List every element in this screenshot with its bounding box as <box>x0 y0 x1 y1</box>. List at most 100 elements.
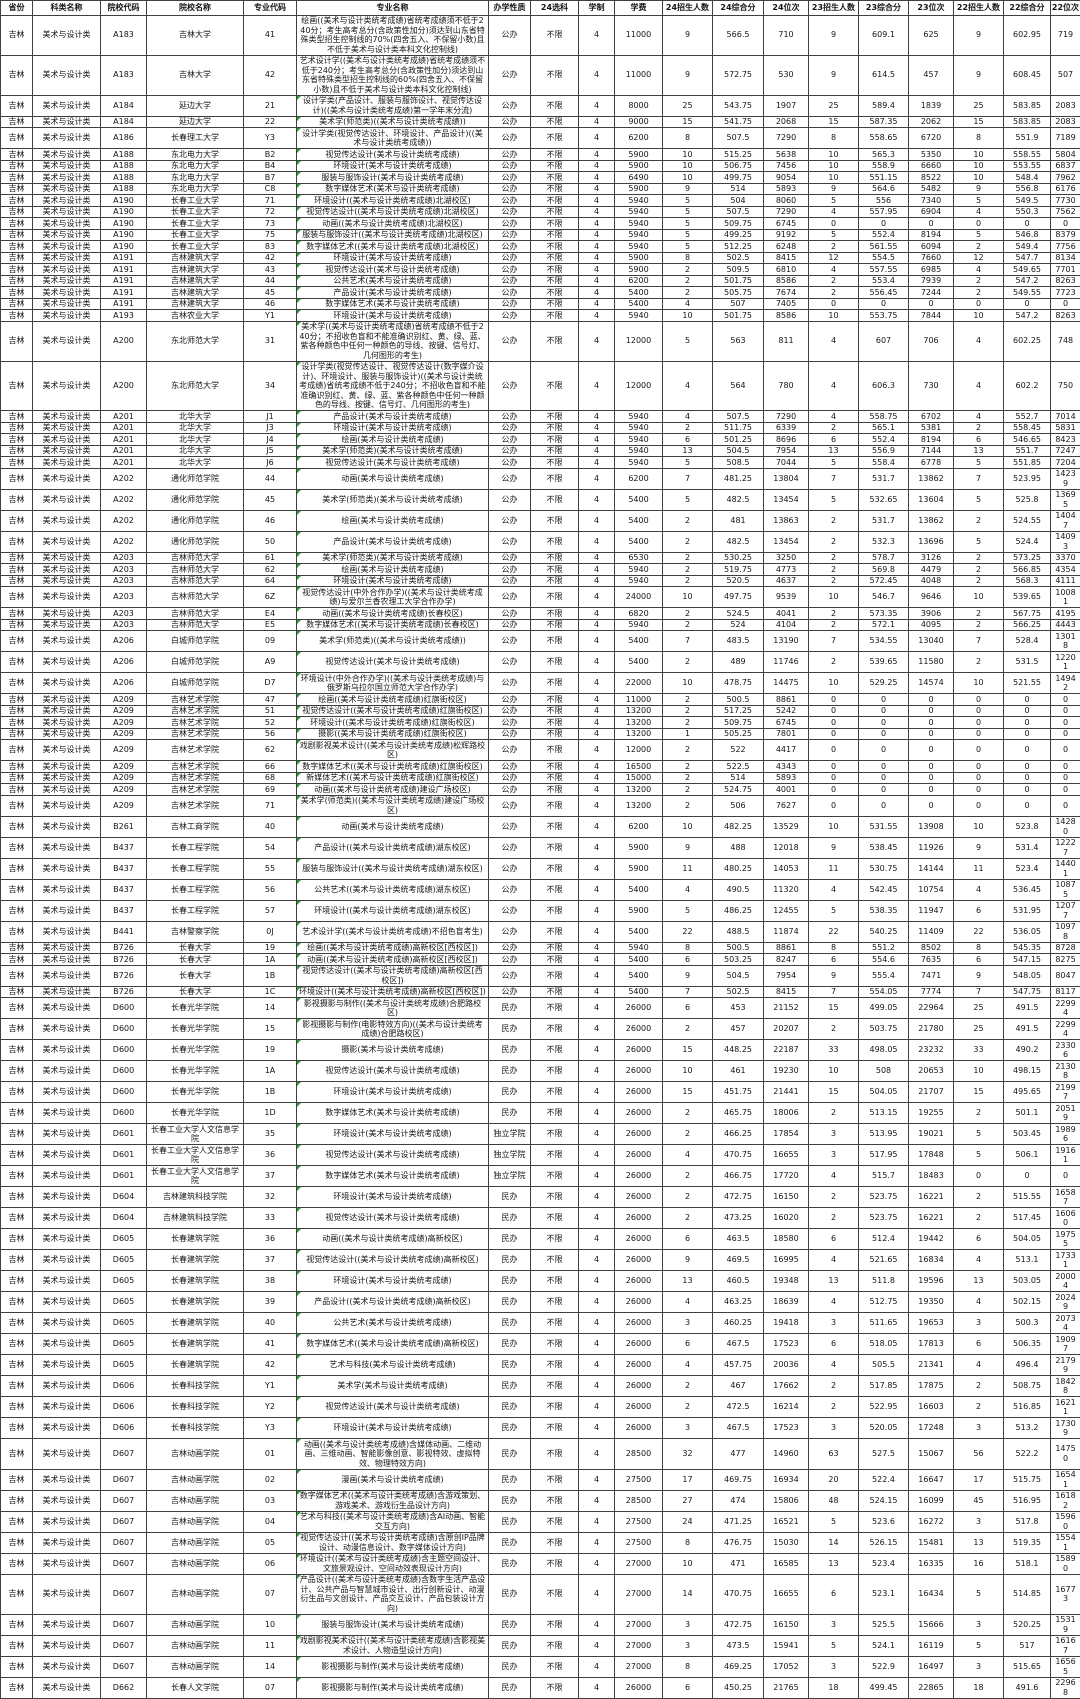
cell-province: 吉林 <box>1 998 33 1019</box>
cell-duration: 4 <box>579 954 615 966</box>
cell-subject-requirement: 不限 <box>531 468 579 489</box>
cell-rank-2024: 13454 <box>764 489 809 510</box>
cell-college-name: 白城师范学院 <box>147 673 244 694</box>
cell-category: 美术与设计类 <box>33 858 101 879</box>
cell-score-2022: 549.5 <box>1004 195 1051 207</box>
cell-major-name: 漫画(美术与设计类统考成绩) <box>297 1469 489 1490</box>
cell-enroll-2023: 2 <box>809 652 859 673</box>
cell-score-2024: 472.5 <box>713 1397 764 1418</box>
cell-college-code: A183 <box>101 55 147 95</box>
cell-rank-2022: 16060 <box>1051 1208 1080 1229</box>
cell-enroll-2023: 2 <box>809 287 859 299</box>
cell-rank-2024: 17523 <box>764 1334 809 1355</box>
cell-enroll-2023: 8 <box>809 942 859 954</box>
cell-duration: 4 <box>579 264 615 276</box>
cell-major-code: J5 <box>244 445 297 457</box>
cell-rank-2023: 0 <box>909 705 954 717</box>
cell-school-type: 公办 <box>489 631 531 652</box>
cell-score-2024: 448.25 <box>713 1040 764 1061</box>
cell-subject-requirement: 不限 <box>531 564 579 576</box>
cell-subject-requirement: 不限 <box>531 795 579 816</box>
cell-score-2022: 515.75 <box>1004 1469 1051 1490</box>
cell-college-code: D605 <box>101 1250 147 1271</box>
cell-enroll-2024: 24 <box>663 1511 713 1532</box>
cell-major-name: 视觉传达设计((美术与设计类统考成绩)红旗街校区) <box>297 705 489 717</box>
cell-duration: 4 <box>579 1656 615 1677</box>
cell-rank-2023: 18483 <box>909 1166 954 1187</box>
cell-school-type: 公办 <box>489 900 531 921</box>
cell-province: 吉林 <box>1 218 33 230</box>
cell-rank-2022: 0 <box>1051 795 1080 816</box>
cell-college-code: A190 <box>101 229 147 241</box>
cell-score-2023: 564.6 <box>859 183 909 195</box>
cell-score-2022: 0 <box>1004 795 1051 816</box>
cell-tuition: 6200 <box>615 816 663 837</box>
cell-enroll-2022: 0 <box>954 728 1004 740</box>
cell-score-2024: 503.25 <box>713 954 764 966</box>
cell-school-type: 公办 <box>489 837 531 858</box>
cell-rank-2024: 7044 <box>764 457 809 469</box>
cell-enroll-2023: 2 <box>809 552 859 564</box>
cell-province: 吉林 <box>1 252 33 264</box>
cell-enroll-2022: 0 <box>954 772 1004 784</box>
cell-college-code: D600 <box>101 1103 147 1124</box>
cell-score-2022: 522.2 <box>1004 1439 1051 1470</box>
cell-rank-2024: 1907 <box>764 95 809 116</box>
cell-score-2024: 463.25 <box>713 1292 764 1313</box>
cell-category: 美术与设计类 <box>33 575 101 587</box>
cell-rank-2024: 13529 <box>764 816 809 837</box>
cell-score-2024: 507.5 <box>713 411 764 423</box>
cell-rank-2022: 8263 <box>1051 310 1080 322</box>
cell-rank-2024: 17854 <box>764 1124 809 1145</box>
cell-rank-2023: 0 <box>909 795 954 816</box>
cell-enroll-2024: 2 <box>663 422 713 434</box>
cell-major-code: 07 <box>244 1677 297 1698</box>
cell-enroll-2023: 2 <box>809 1103 859 1124</box>
cell-enroll-2022: 13 <box>954 1271 1004 1292</box>
cell-rank-2023: 5482 <box>909 183 954 195</box>
cell-province: 吉林 <box>1 552 33 564</box>
cell-college-name: 吉林建筑大学 <box>147 264 244 276</box>
cell-enroll-2022: 2 <box>954 1103 1004 1124</box>
cell-college-name: 吉林动画学院 <box>147 1635 244 1656</box>
cell-college-name: 长春工业大学人文信息学院 <box>147 1124 244 1145</box>
cell-rank-2024: 15806 <box>764 1490 809 1511</box>
cell-province: 吉林 <box>1 858 33 879</box>
cell-rank-2022: 20004 <box>1051 1271 1080 1292</box>
cell-major-code: 41 <box>244 1334 297 1355</box>
cell-enroll-2023: 10 <box>809 149 859 161</box>
cell-school-type: 公办 <box>489 128 531 149</box>
cell-rank-2022: 17309 <box>1051 1418 1080 1439</box>
cell-college-name: 长春工业大学 <box>147 229 244 241</box>
column-header-province: 省份 <box>1 1 33 16</box>
cell-college-code: D606 <box>101 1418 147 1439</box>
cell-college-name: 长春建筑学院 <box>147 1250 244 1271</box>
cell-category: 美术与设计类 <box>33 241 101 253</box>
cell-duration: 4 <box>579 1061 615 1082</box>
cell-tuition: 5940 <box>615 434 663 446</box>
cell-score-2023: 554.5 <box>859 252 909 264</box>
cell-major-code: 05 <box>244 1532 297 1553</box>
cell-score-2024: 505.25 <box>713 728 764 740</box>
cell-major-code: 21 <box>244 95 297 116</box>
cell-category: 美术与设计类 <box>33 195 101 207</box>
cell-score-2024: 488 <box>713 837 764 858</box>
cell-score-2022: 558.45 <box>1004 422 1051 434</box>
cell-school-type: 公办 <box>489 728 531 740</box>
cell-score-2023: 552.4 <box>859 229 909 241</box>
cell-tuition: 5900 <box>615 183 663 195</box>
cell-enroll-2023: 3 <box>809 1656 859 1677</box>
cell-major-code: 45 <box>244 287 297 299</box>
cell-rank-2023: 16099 <box>909 1490 954 1511</box>
cell-province: 吉林 <box>1 1532 33 1553</box>
cell-college-code: B261 <box>101 816 147 837</box>
cell-school-type: 公办 <box>489 795 531 816</box>
cell-rank-2024: 6339 <box>764 422 809 434</box>
cell-major-code: 03 <box>244 1490 297 1511</box>
cell-enroll-2022: 15 <box>954 1082 1004 1103</box>
cell-enroll-2024: 4 <box>663 361 713 411</box>
